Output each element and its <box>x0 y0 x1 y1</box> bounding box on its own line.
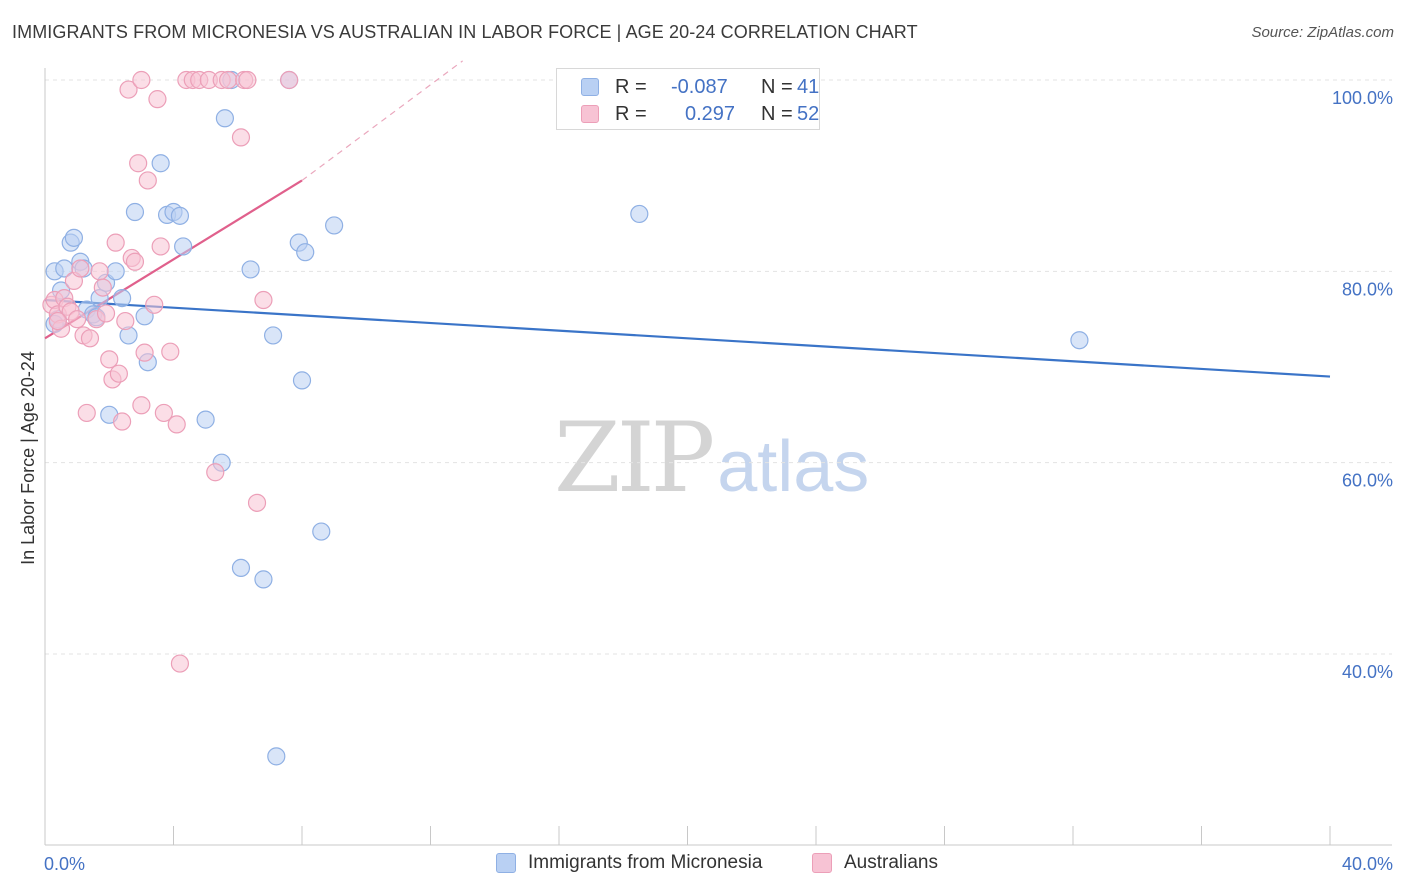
data-point-micronesia <box>196 410 215 429</box>
y-tick-label: 80.0% <box>1342 279 1393 299</box>
data-point-australians <box>254 290 273 310</box>
x-tick-labels: 0.0% 40.0% <box>44 854 1393 874</box>
data-point-australians <box>247 493 267 512</box>
trend-line-micronesia <box>44 298 1331 378</box>
data-point-australians <box>132 396 151 415</box>
data-point-australians <box>96 304 116 323</box>
data-point-australians <box>135 343 154 362</box>
bottom-legend-swatch-pink <box>812 853 832 873</box>
data-point-australians <box>80 329 100 348</box>
data-point-australians <box>119 80 138 99</box>
x-tick-label: 0.0% <box>44 854 85 874</box>
legend-n-value: 41 <box>797 76 820 98</box>
data-point-micronesia <box>151 154 170 173</box>
data-point-micronesia <box>112 289 132 308</box>
data-point-micronesia <box>263 326 283 345</box>
legend-swatch-pink <box>581 105 599 123</box>
x-tick-label: 40.0% <box>1342 854 1393 874</box>
data-point-micronesia <box>231 558 251 578</box>
data-point-australians <box>100 350 119 369</box>
data-point-australians <box>93 278 112 297</box>
data-point-micronesia <box>267 747 286 766</box>
stats-legend: R = -0.087 N = 41 R = 0.297 N = 52 <box>556 68 820 130</box>
axes <box>44 68 1392 846</box>
data-point-micronesia <box>241 260 260 279</box>
data-point-australians <box>116 311 135 331</box>
data-point-australians <box>206 463 225 482</box>
data-point-australians <box>129 154 148 173</box>
data-point-micronesia <box>254 570 273 589</box>
data-point-australians <box>280 70 299 90</box>
series-australians-points <box>42 70 299 673</box>
legend-n-label: N = <box>761 103 793 125</box>
bottom-legend-swatch-blue <box>496 853 516 873</box>
data-point-micronesia <box>325 216 344 235</box>
data-point-micronesia <box>296 243 315 262</box>
legend-r-label: R = <box>615 103 647 125</box>
data-point-micronesia <box>630 204 649 224</box>
data-point-micronesia <box>106 262 125 281</box>
y-axis-title: In Labor Force | Age 20-24 <box>18 351 38 565</box>
legend-n-label: N = <box>761 76 793 98</box>
data-point-australians <box>219 70 238 90</box>
data-point-micronesia <box>170 206 190 225</box>
data-point-australians <box>138 171 157 190</box>
trend-line-pink-dashed <box>301 60 463 181</box>
data-point-australians <box>170 654 190 673</box>
data-point-australians <box>154 403 173 423</box>
legend-swatch-blue <box>581 78 599 96</box>
data-point-australians <box>125 252 145 271</box>
bottom-legend-label: Immigrants from Micronesia <box>528 852 763 873</box>
data-point-australians <box>77 403 96 423</box>
legend-n-value: 52 <box>797 103 820 125</box>
data-point-australians <box>112 412 132 431</box>
data-point-australians <box>148 90 167 109</box>
data-point-australians <box>167 415 186 434</box>
data-point-australians <box>145 295 164 314</box>
data-point-australians <box>238 70 257 90</box>
trend-line-blue <box>44 298 1331 378</box>
data-point-micronesia <box>64 228 84 247</box>
data-point-micronesia <box>312 522 331 541</box>
watermark: ZIPatlas <box>554 402 869 514</box>
data-point-micronesia <box>125 202 145 222</box>
data-point-australians <box>132 70 151 90</box>
data-point-australians <box>90 262 109 281</box>
legend-r-value: 0.297 <box>685 103 736 125</box>
data-point-australians <box>231 128 251 147</box>
y-tick-label: 40.0% <box>1342 662 1393 682</box>
data-point-australians <box>68 310 87 329</box>
watermark-atlas: atlas <box>717 427 870 507</box>
bottom-legend-label: Australians <box>844 852 938 873</box>
data-point-micronesia <box>292 371 312 390</box>
chart-title: IMMIGRANTS FROM MICRONESIA VS AUSTRALIAN… <box>12 22 918 42</box>
y-tick-labels: 40.0% 60.0% 80.0% 100.0% <box>1332 88 1393 682</box>
data-point-micronesia <box>215 109 234 128</box>
watermark-zip: ZIP <box>554 402 715 514</box>
data-point-micronesia <box>174 237 193 256</box>
data-point-australians <box>106 233 125 252</box>
legend-r-label: R = <box>615 76 647 98</box>
data-point-australians <box>151 237 170 256</box>
y-tick-label: 60.0% <box>1342 471 1393 491</box>
data-point-australians <box>71 259 90 278</box>
data-point-australians <box>48 311 67 331</box>
legend-r-value: -0.087 <box>671 76 728 98</box>
data-point-australians <box>161 342 180 361</box>
data-point-australians <box>109 364 128 383</box>
series-micronesia-points <box>45 70 1089 766</box>
source-label: Source: ZipAtlas.com <box>1251 24 1394 41</box>
data-point-micronesia <box>1070 331 1089 350</box>
y-tick-label: 100.0% <box>1332 88 1393 108</box>
